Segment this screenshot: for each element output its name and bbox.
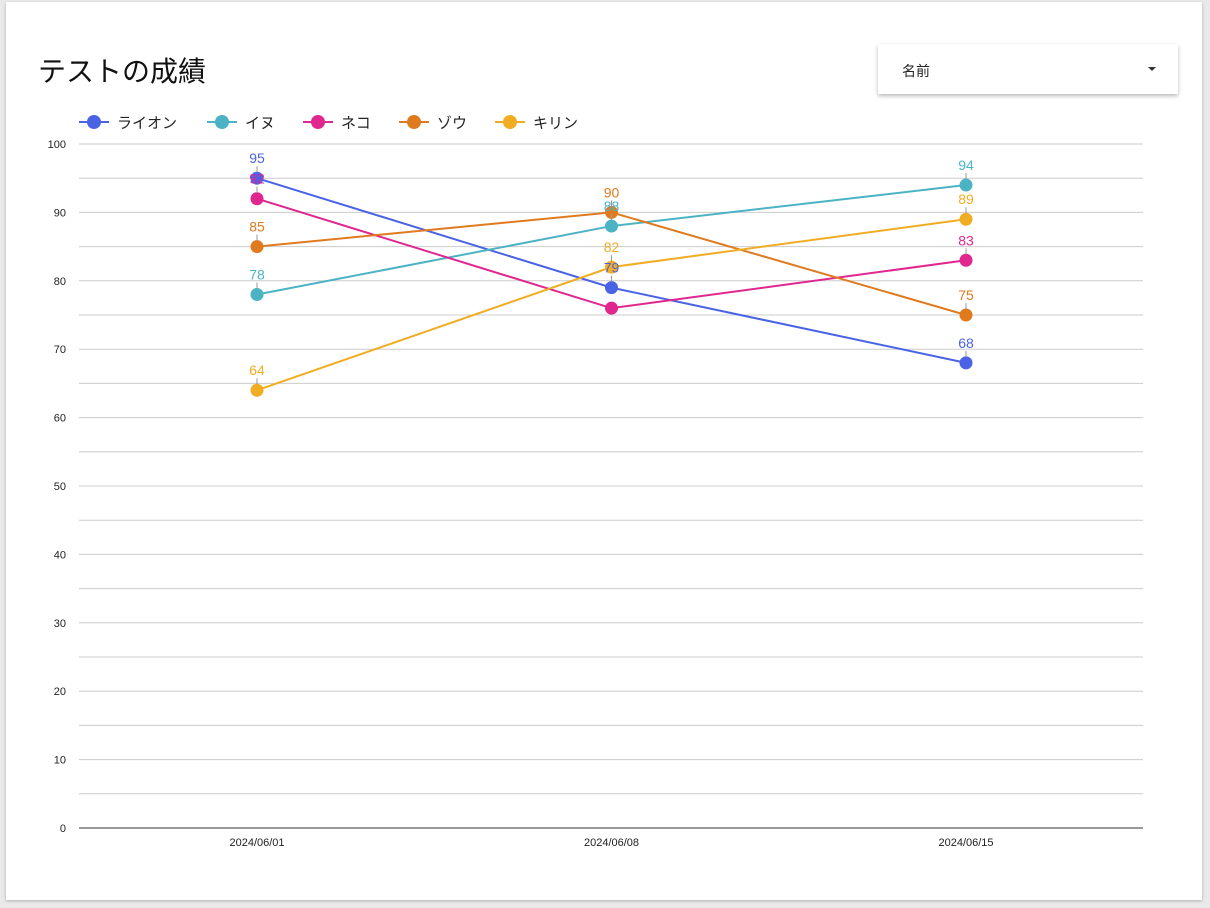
data-label-イヌ: 78 — [249, 266, 265, 282]
data-point-ネコ — [959, 253, 973, 267]
legend-label: ゾウ — [437, 114, 467, 132]
data-point-ライオン — [250, 171, 264, 185]
data-label-ゾウ: 85 — [249, 219, 265, 235]
dropdown-selected-label: 名前 — [902, 64, 930, 80]
data-label-ゾウ: 90 — [604, 184, 620, 200]
series-group — [250, 171, 973, 397]
data-point-キリン — [959, 212, 973, 226]
data-label-ネコ: 83 — [958, 232, 974, 248]
y-tick-label: 30 — [54, 618, 66, 630]
legend-item-キリン[interactable]: キリン — [495, 114, 578, 132]
data-point-ゾウ — [250, 240, 264, 254]
x-tick-label: 2024/06/15 — [938, 837, 993, 849]
y-tick-label: 50 — [54, 481, 66, 493]
data-point-ゾウ — [959, 308, 973, 322]
data-point-ネコ — [605, 301, 618, 315]
data-label-ライオン: 68 — [958, 335, 974, 351]
legend-marker — [215, 115, 229, 129]
y-tick-label: 100 — [48, 139, 66, 151]
y-tick-label: 0 — [60, 823, 66, 835]
data-point-ライオン — [605, 281, 618, 295]
legend-item-イヌ[interactable]: イヌ — [207, 114, 275, 132]
data-label-ネコ: 92 — [249, 171, 265, 187]
data-point-ゾウ — [605, 205, 618, 219]
legend-label: ネコ — [341, 114, 371, 132]
data-label-ライオン: 79 — [604, 260, 620, 276]
data-point-ライオン — [959, 356, 973, 370]
data-label-キリン: 89 — [958, 191, 974, 207]
name-filter-dropdown[interactable]: 名前 — [878, 44, 1178, 94]
y-tick-label: 10 — [54, 755, 66, 767]
legend: ライオン イヌ ネコ ゾウ キリン — [79, 114, 578, 132]
y-tick-label: 80 — [54, 276, 66, 288]
x-tick-label: 2024/06/01 — [229, 837, 284, 849]
legend-item-ゾウ[interactable]: ゾウ — [399, 114, 467, 132]
caret-down-icon — [1148, 67, 1156, 71]
data-label-キリン: 64 — [249, 362, 265, 378]
legend-marker — [407, 115, 421, 129]
data-label-ライオン: 95 — [249, 150, 265, 166]
chart-card: テストの成績 名前 0 10 20 30 40 50 60 70 80 90 100 2024/06… — [6, 2, 1202, 900]
legend-marker — [311, 115, 325, 129]
legend-label: ライオン — [117, 114, 177, 132]
data-point-ネコ — [250, 192, 264, 206]
legend-label: イヌ — [245, 114, 275, 132]
data-point-イヌ — [959, 178, 973, 192]
data-label-ゾウ: 75 — [958, 287, 974, 303]
y-axis: 0 10 20 30 40 50 60 70 80 90 100 — [48, 139, 66, 835]
data-point-キリン — [250, 383, 264, 397]
legend-marker — [503, 115, 517, 129]
data-label-キリン: 82 — [604, 239, 620, 255]
y-tick-label: 60 — [54, 413, 66, 425]
x-tick-label: 2024/06/08 — [584, 837, 639, 849]
legend-item-ネコ[interactable]: ネコ — [303, 114, 371, 132]
page-title: テストの成績 — [38, 55, 207, 88]
legend-marker — [87, 115, 101, 129]
data-point-イヌ — [250, 287, 264, 301]
data-point-キリン — [605, 260, 618, 274]
data-point-イヌ — [605, 219, 618, 233]
y-tick-label: 70 — [54, 344, 66, 356]
legend-label: キリン — [533, 114, 578, 132]
y-tick-label: 90 — [54, 207, 66, 219]
legend-item-ライオン[interactable]: ライオン — [79, 114, 177, 132]
x-axis: 2024/06/01 2024/06/08 2024/06/15 — [229, 837, 993, 849]
y-tick-label: 40 — [54, 549, 66, 561]
y-tick-label: 20 — [54, 686, 66, 698]
data-label-イヌ: 94 — [958, 157, 974, 173]
